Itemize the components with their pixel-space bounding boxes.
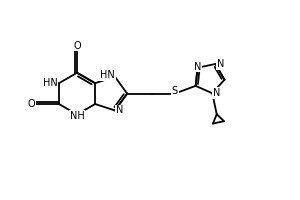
Text: HN: HN: [100, 70, 115, 80]
Text: NH: NH: [70, 111, 84, 121]
Text: O: O: [28, 99, 35, 109]
Text: N: N: [213, 88, 220, 98]
Text: N: N: [116, 105, 123, 115]
Text: O: O: [73, 41, 81, 51]
Text: N: N: [194, 62, 201, 72]
Text: N: N: [217, 59, 224, 69]
Text: S: S: [172, 86, 178, 96]
Text: HN: HN: [43, 78, 58, 88]
